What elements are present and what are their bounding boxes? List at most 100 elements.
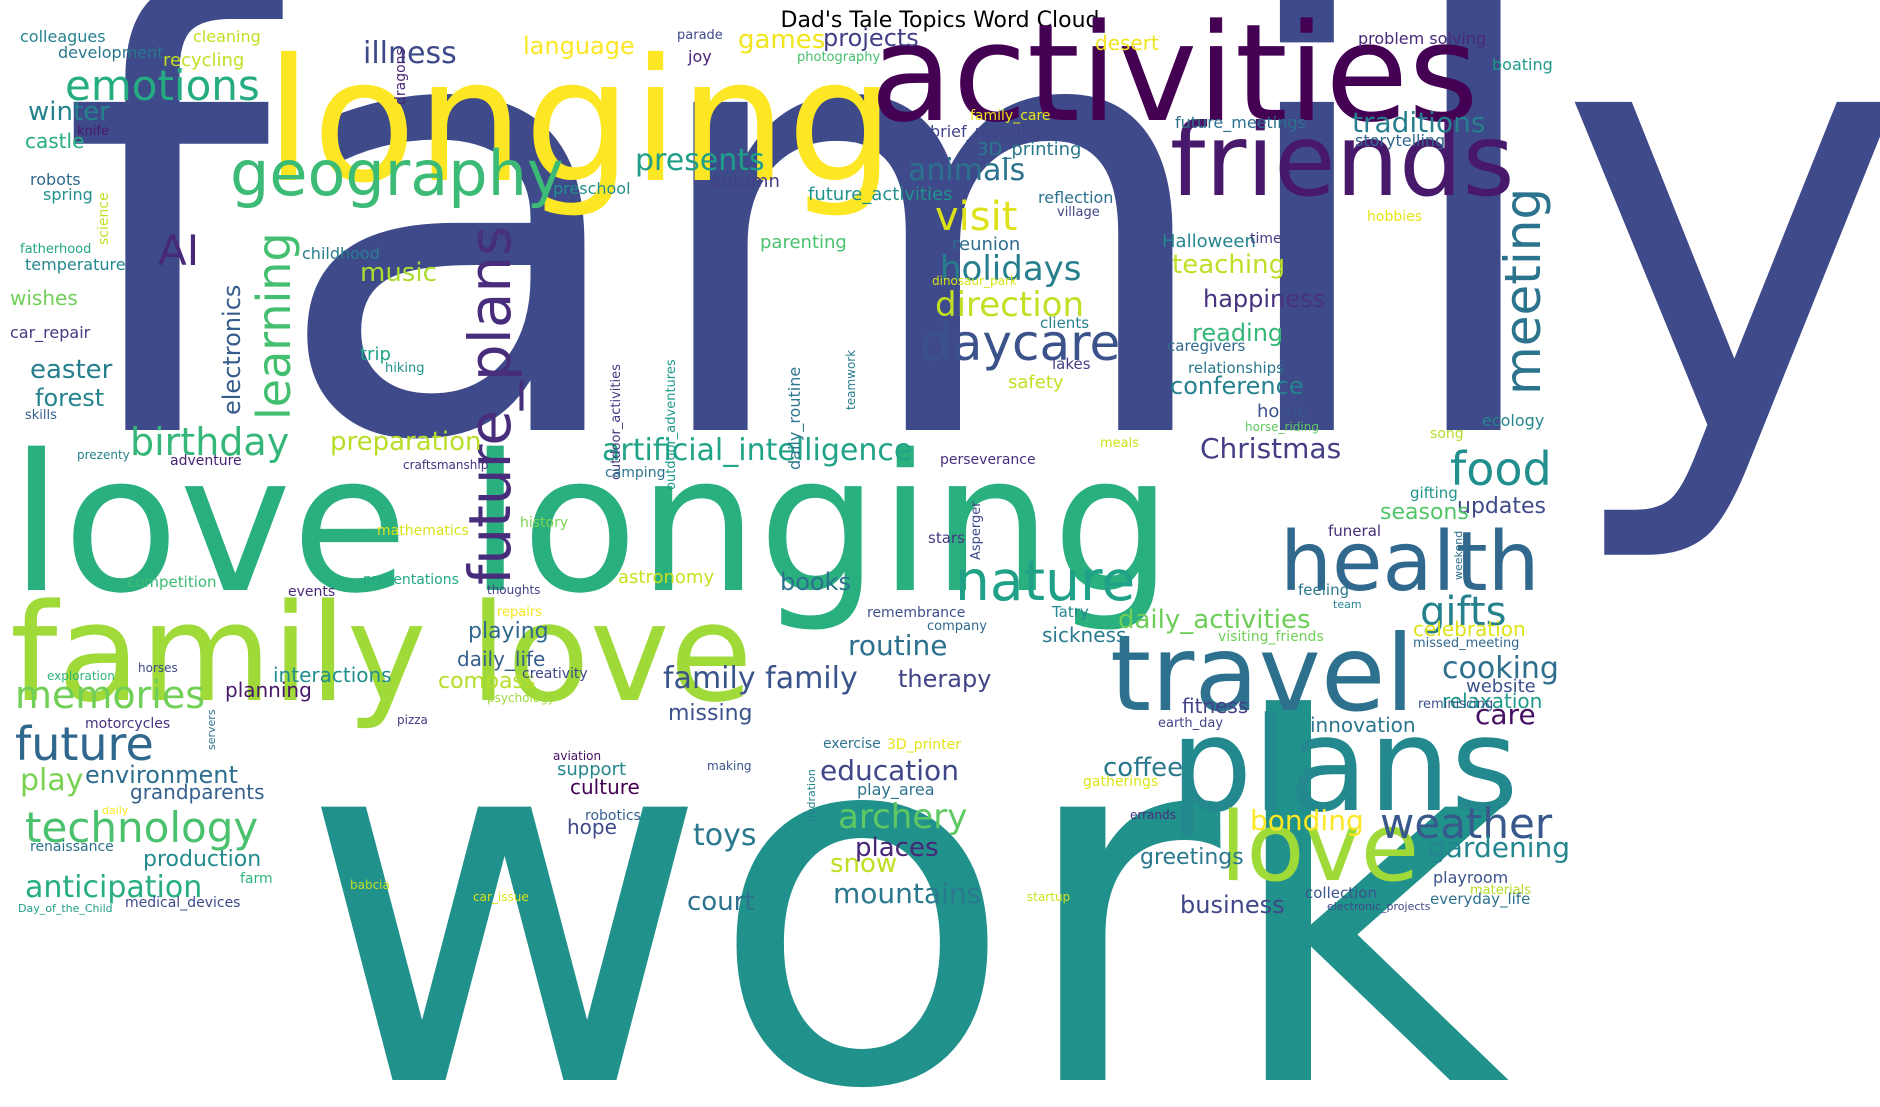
- word-dinosaur-park: dinosaur_park: [932, 274, 1017, 288]
- word-gardening: gardening: [1428, 831, 1570, 864]
- word-games: games: [738, 25, 825, 55]
- word-photography: photography: [797, 50, 881, 65]
- word-daycare: daycare: [920, 314, 1120, 372]
- word-prezenty: prezenty: [77, 448, 130, 462]
- word-feeling: feeling: [1298, 581, 1349, 599]
- word-trip: trip: [360, 344, 391, 365]
- word-daily-routine: daily_routine: [785, 367, 805, 470]
- word-asperger: Asperger: [969, 501, 984, 560]
- word-future-activities: future_activities: [808, 184, 952, 205]
- word-playroom: playroom: [1433, 868, 1508, 887]
- word-projects: projects: [823, 24, 919, 52]
- word-winter: winter: [28, 97, 110, 127]
- word-everyday-life: everyday_life: [1430, 890, 1530, 909]
- word-farm: farm: [240, 871, 273, 887]
- word-lakes: lakes: [1052, 355, 1091, 373]
- word-snow: snow: [830, 849, 897, 879]
- word-horse-riding: horse_riding: [1245, 420, 1319, 434]
- word-desert: desert: [1095, 31, 1159, 55]
- word-history: history: [520, 515, 568, 531]
- word-family: family: [60, 0, 1880, 572]
- word-missing: missing: [668, 701, 753, 726]
- word-love: love: [1220, 793, 1419, 903]
- word-boating: boating: [1492, 55, 1553, 74]
- word-company: company: [927, 619, 987, 634]
- word-aviation: aviation: [553, 749, 601, 763]
- word-food: food: [1450, 442, 1552, 496]
- word-places: places: [855, 833, 939, 863]
- word-3d-printer: 3D_printer: [887, 737, 961, 753]
- word-exploration: exploration: [47, 669, 115, 683]
- word-future-meetings: future_meetings: [1175, 113, 1306, 133]
- word-traditions: traditions: [1352, 106, 1485, 139]
- word-parade: parade: [677, 28, 723, 43]
- word-visiting-friends: visiting_friends: [1218, 629, 1324, 645]
- word-wishes: wishes: [10, 286, 78, 310]
- word-planning: planning: [225, 678, 312, 702]
- word-outdoor-adventures: outdoor_adventures: [664, 359, 679, 490]
- word-perseverance: perseverance: [940, 452, 1036, 468]
- word-environment: environment: [85, 761, 238, 789]
- word-learning: learning: [247, 232, 301, 420]
- word-birthday: birthday: [130, 420, 289, 464]
- word-clients: clients: [1040, 314, 1089, 332]
- word-routine: routine: [848, 629, 948, 662]
- word-car-issue: car_issue: [473, 890, 529, 904]
- word-compass: compass: [438, 669, 535, 694]
- word-activities: activities: [870, 0, 1479, 152]
- word-mathematics: mathematics: [377, 523, 469, 539]
- word-illness: illness: [363, 36, 457, 71]
- word-startup: startup: [1027, 890, 1070, 904]
- word-court: court: [687, 887, 755, 917]
- word-medical-devices: medical_devices: [125, 895, 240, 911]
- word-safety: safety: [1008, 372, 1064, 393]
- word-books: books: [780, 568, 851, 596]
- word-pizza: pizza: [397, 713, 428, 727]
- word-village: village: [1057, 205, 1100, 220]
- word-playing: playing: [468, 619, 549, 644]
- word-updates: updates: [1457, 494, 1546, 519]
- word-ecology: ecology: [1482, 411, 1544, 430]
- word-horses: horses: [138, 661, 178, 675]
- word-interactions: interactions: [273, 663, 392, 687]
- word-weekend: weekend: [1452, 531, 1465, 580]
- word-making: making: [707, 759, 752, 773]
- word-robots: robots: [30, 170, 81, 189]
- word-electronic-projects: electronic_projects: [1327, 900, 1431, 913]
- word-skills: skills: [25, 408, 57, 423]
- word-babcia: babcia: [350, 878, 390, 892]
- word-artificial-intelligence: artificial_intelligence: [602, 433, 912, 468]
- word-easter: easter: [30, 355, 113, 385]
- word-education: education: [820, 754, 959, 787]
- word-future: future: [15, 717, 154, 771]
- word-archery: archery: [838, 797, 967, 837]
- word-electronics: electronics: [218, 285, 246, 415]
- word-coffee: coffee: [1103, 753, 1183, 783]
- word-creativity: creativity: [522, 666, 588, 682]
- word-support: support: [557, 759, 626, 780]
- word-mountains: mountains: [833, 877, 981, 910]
- word-seasons: seasons: [1380, 500, 1469, 525]
- word-parenting: parenting: [760, 232, 847, 253]
- word-thoughts: thoughts: [487, 583, 540, 597]
- word-care: care: [1475, 698, 1536, 731]
- word-family-love: family love: [10, 575, 753, 732]
- word-brief-meeting: brief_meeting: [930, 122, 1041, 142]
- word-weather: weather: [1380, 799, 1553, 848]
- word-errands: errands: [1130, 808, 1176, 822]
- word-future-plans: future_plans: [456, 226, 524, 585]
- word-repairs: repairs: [497, 605, 542, 620]
- word-colleagues: colleagues: [20, 27, 106, 46]
- word-robotics: robotics: [585, 808, 641, 824]
- word-animals: animals: [908, 153, 1025, 188]
- word-family-family: family family: [663, 661, 858, 696]
- word-travel: travel: [1110, 613, 1415, 735]
- word-stars: stars: [928, 529, 965, 547]
- word-motorcycles: motorcycles: [85, 716, 170, 732]
- word-time: time: [1250, 231, 1282, 247]
- word-joy: joy: [687, 47, 712, 66]
- word-celebration: celebration: [1413, 617, 1526, 641]
- word-family-care: family_care: [970, 108, 1051, 124]
- word-friends: friends: [1170, 102, 1515, 219]
